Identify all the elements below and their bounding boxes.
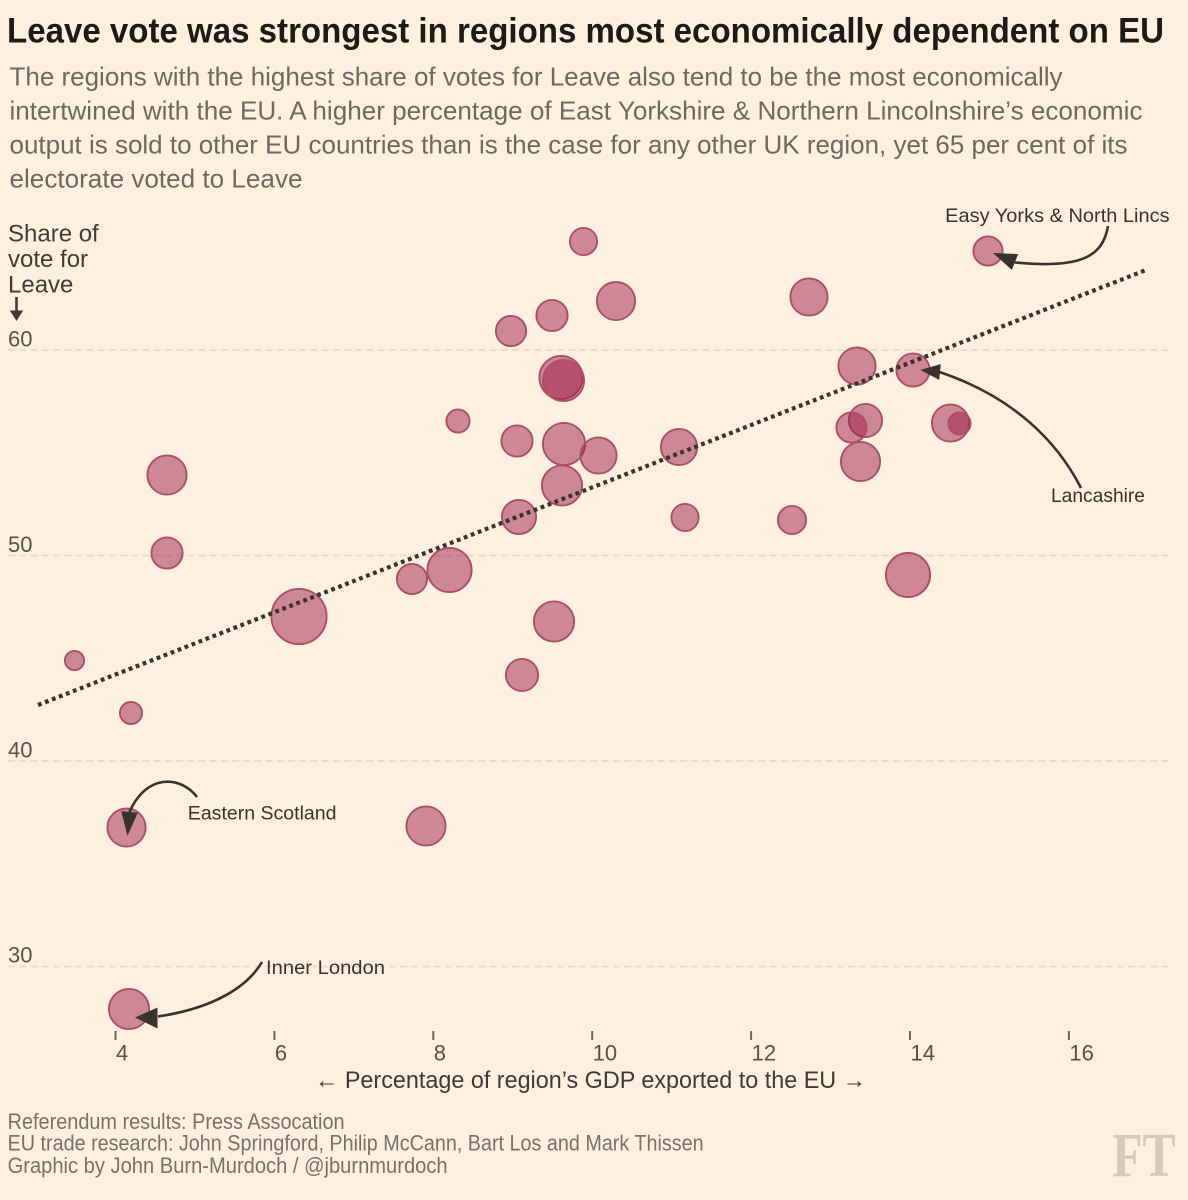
svg-text:4: 4 bbox=[116, 1041, 128, 1066]
svg-text:Graphic by John Burn-Murdoch /: Graphic by John Burn-Murdoch / @jburnmur… bbox=[8, 1153, 448, 1178]
svg-text:FT: FT bbox=[1112, 1122, 1176, 1190]
svg-text:Referendum results: Press Asso: Referendum results: Press Assocation bbox=[8, 1109, 345, 1134]
svg-text:10: 10 bbox=[593, 1041, 617, 1066]
svg-text:30: 30 bbox=[8, 943, 32, 968]
svg-text:14: 14 bbox=[911, 1041, 935, 1066]
svg-text:← Percentage of region’s GDP e: ← Percentage of region’s GDP exported to… bbox=[315, 1067, 866, 1094]
svg-text:electorate voted to Leave: electorate voted to Leave bbox=[10, 164, 303, 194]
svg-text:Easy Yorks & North Lincs: Easy Yorks & North Lincs bbox=[945, 205, 1170, 227]
svg-text:16: 16 bbox=[1069, 1041, 1093, 1066]
svg-text:8: 8 bbox=[434, 1041, 446, 1066]
svg-text:Leave: Leave bbox=[8, 272, 73, 299]
svg-text:Leave vote was strongest in re: Leave vote was strongest in regions most… bbox=[7, 11, 1164, 51]
svg-text:output is sold to other EU cou: output is sold to other EU countries tha… bbox=[10, 130, 1128, 160]
svg-text:60: 60 bbox=[8, 326, 32, 351]
svg-text:Share of: Share of bbox=[8, 221, 99, 248]
svg-text:6: 6 bbox=[275, 1041, 287, 1066]
svg-text:Eastern Scotland: Eastern Scotland bbox=[188, 803, 337, 825]
svg-text:vote for: vote for bbox=[8, 246, 88, 273]
svg-text:Inner London: Inner London bbox=[266, 957, 385, 979]
svg-text:EU trade research: John Spring: EU trade research: John Springford, Phil… bbox=[8, 1131, 704, 1156]
svg-text:The regions with the highest s: The regions with the highest share of vo… bbox=[10, 61, 1063, 91]
svg-text:Lancashire: Lancashire bbox=[1051, 485, 1145, 507]
svg-text:12: 12 bbox=[752, 1041, 776, 1066]
svg-text:50: 50 bbox=[8, 532, 32, 557]
svg-text:intertwined with the EU. A hig: intertwined with the EU. A higher percen… bbox=[10, 95, 1143, 125]
svg-text:40: 40 bbox=[8, 737, 32, 762]
